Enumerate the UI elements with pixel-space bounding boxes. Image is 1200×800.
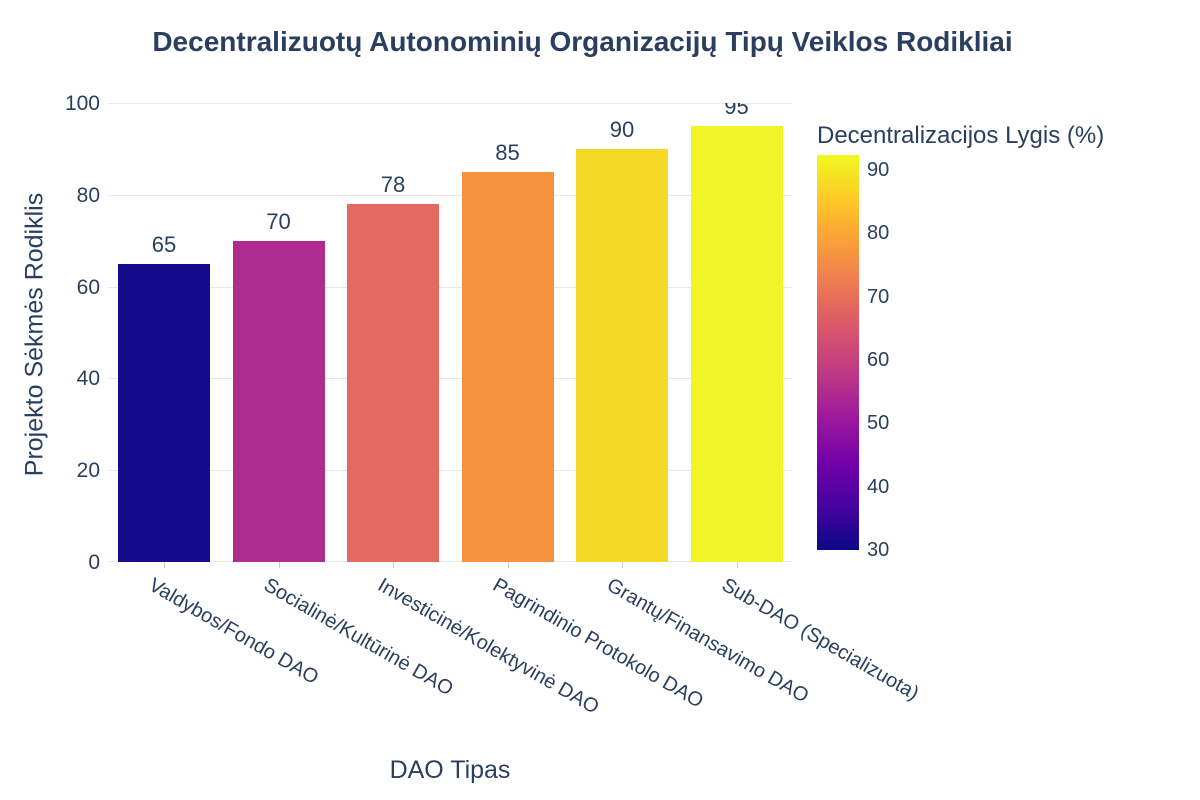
y-tick-label: 40 [76, 367, 100, 391]
bar-4[interactable] [461, 171, 554, 562]
colorbar-tick-label: 80 [867, 222, 890, 245]
x-tick-mark [622, 562, 623, 568]
colorbar-tick-label: 90 [867, 159, 890, 181]
x-tick-label: Socialinė/Kultūrinė DAO [259, 574, 457, 701]
gridline-y-100 [108, 103, 792, 104]
x-tick-mark [736, 562, 738, 568]
gridline-y-80 [108, 194, 792, 196]
y-axis-title: Projekto Sėkmės Rodiklis [20, 192, 49, 477]
bar-value-label: 95 [724, 103, 749, 119]
colorbar-tick-label: 40 [867, 475, 890, 498]
colorbar-gradient [817, 155, 859, 550]
colorbar-title: Decentralizacijos Lygis (%) [817, 122, 1105, 149]
chart-title: Decentralizuotų Autonominių Organizacijų… [152, 26, 1013, 57]
bar-3[interactable] [347, 203, 439, 562]
bar-value-label: 78 [380, 171, 406, 197]
y-tick-label: 60 [76, 275, 100, 299]
colorbar-tick-label: 70 [867, 285, 890, 308]
x-tick-mark [507, 562, 509, 568]
gridline-y-60 [108, 286, 792, 288]
y-tick-label: 80 [76, 183, 100, 207]
gridline-y-20 [108, 470, 792, 472]
colorbar-tick-label: 60 [867, 349, 890, 371]
colorbar-tick-label: 50 [867, 412, 890, 435]
bar-6[interactable] [690, 125, 783, 562]
y-tick-label: 20 [76, 459, 100, 483]
x-tick-mark [278, 562, 280, 568]
x-tick-label: Pagrindinio Protokolo DAO [488, 574, 707, 713]
bar-2[interactable] [232, 240, 325, 562]
bar-value-label: 70 [266, 208, 291, 234]
y-tick-label: 100 [64, 92, 100, 115]
x-tick-label: Grantų/Finansavimo DAO [603, 574, 813, 708]
gridline-y-0 [108, 561, 792, 562]
x-tick-label: Investicinė/Kolektyvinė DAO [374, 574, 603, 719]
bar-1[interactable] [118, 263, 210, 562]
bar-value-label: 90 [609, 116, 635, 142]
x-axis-title: DAO Tipas [389, 756, 511, 784]
x-tick-mark [164, 562, 165, 568]
plot-area: 65 70 78 85 90 95 [108, 103, 792, 562]
bar-value-label: 65 [151, 231, 177, 257]
colorbar-tick-label: 30 [867, 539, 890, 561]
gridline-y-40 [108, 378, 792, 380]
x-tick-label: Sub-DAO (Specializuota) [717, 574, 923, 705]
x-tick-mark [393, 562, 394, 568]
bar-value-label: 85 [495, 139, 520, 165]
bar-5[interactable] [576, 148, 668, 562]
y-tick-label: 0 [88, 551, 100, 574]
